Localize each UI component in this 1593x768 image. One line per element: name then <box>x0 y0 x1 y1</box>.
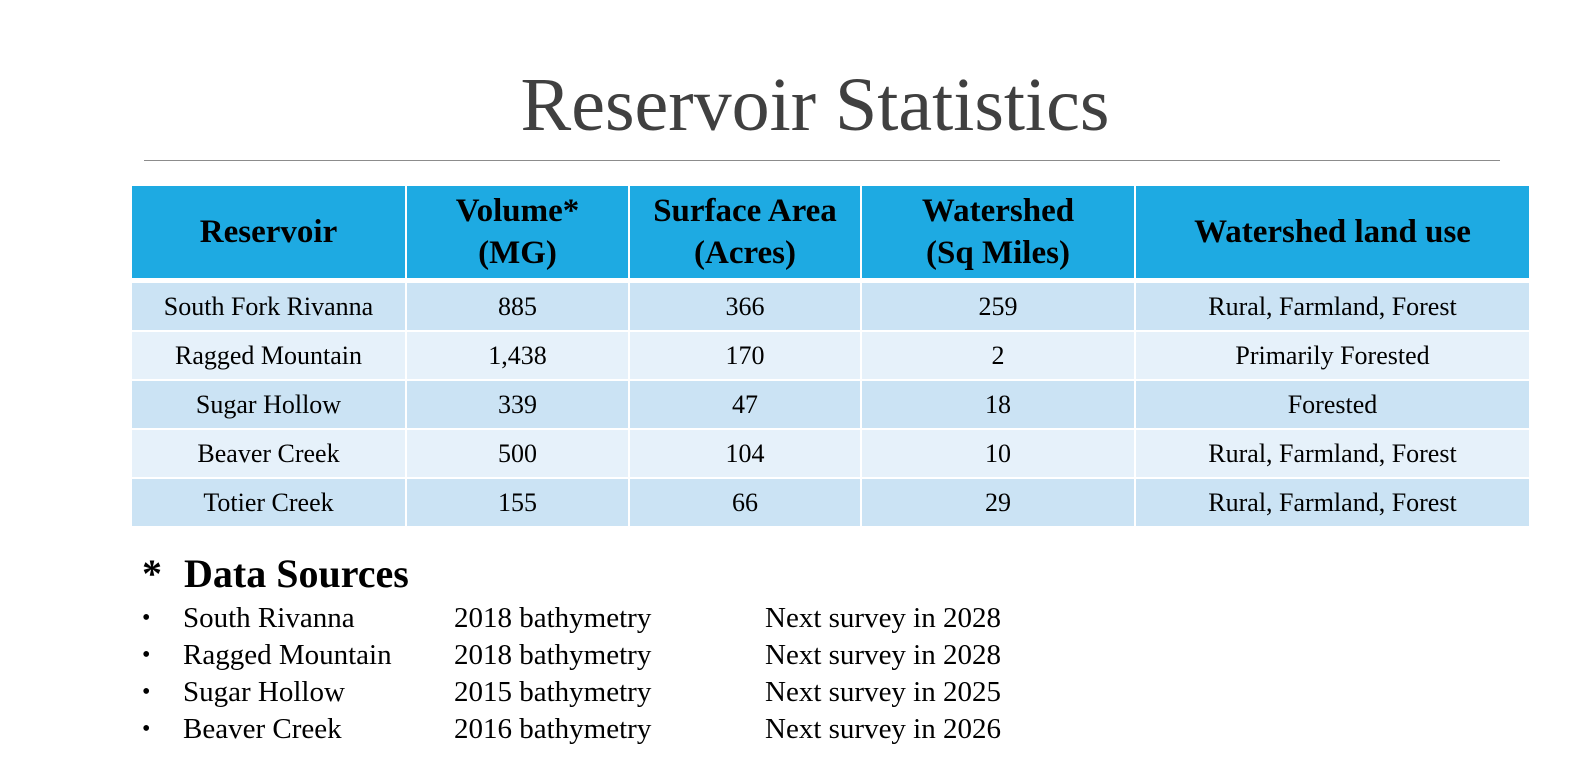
header-line: Volume* <box>455 193 580 229</box>
cell-land-use: Forested <box>1135 380 1529 430</box>
source-next-survey: Next survey in 2025 <box>765 676 1001 708</box>
table-header-row: Reservoir Volume* (MG) Surface Area (Acr… <box>132 186 1529 283</box>
cell-reservoir: Beaver Creek <box>132 429 407 479</box>
cell-surface-area: 366 <box>629 280 862 332</box>
cell-surface-area: 47 <box>629 380 862 430</box>
reservoir-table: Reservoir Volume* (MG) Surface Area (Acr… <box>132 186 1529 526</box>
cell-surface-area: 104 <box>629 429 862 479</box>
title-divider <box>144 160 1500 161</box>
cell-land-use: Rural, Farmland, Forest <box>1135 478 1529 526</box>
cell-surface-area: 66 <box>629 478 862 526</box>
cell-land-use: Rural, Farmland, Forest <box>1135 429 1529 479</box>
cell-land-use: Primarily Forested <box>1135 331 1529 381</box>
source-reservoir: South Rivanna <box>183 602 355 634</box>
header-line: (Sq Miles) <box>926 235 1070 271</box>
header-land-use: Watershed land use <box>1135 186 1529 283</box>
cell-watershed: 29 <box>861 478 1136 526</box>
cell-surface-area: 170 <box>629 331 862 381</box>
cell-reservoir: Ragged Mountain <box>132 331 407 381</box>
source-bathymetry: 2018 bathymetry <box>454 639 652 671</box>
source-bathymetry: 2015 bathymetry <box>454 676 652 708</box>
header-line: (Acres) <box>694 235 796 271</box>
table-row: Totier Creek 155 66 29 Rural, Farmland, … <box>132 478 1529 526</box>
header-reservoir: Reservoir <box>132 186 407 283</box>
cell-volume: 1,438 <box>406 331 630 381</box>
data-sources-heading: * Data Sources <box>142 550 409 598</box>
page-title: Reservoir Statistics <box>520 63 1110 147</box>
cell-watershed: 18 <box>861 380 1136 430</box>
cell-watershed: 10 <box>861 429 1136 479</box>
bullet-icon: • <box>142 716 151 742</box>
source-bathymetry: 2016 bathymetry <box>454 713 652 745</box>
header-line: Watershed <box>921 193 1075 229</box>
table-row: Beaver Creek 500 104 10 Rural, Farmland,… <box>132 429 1529 479</box>
footnote-marker: * <box>142 551 162 596</box>
cell-reservoir: Totier Creek <box>132 478 407 526</box>
data-sources-title: Data Sources <box>184 551 409 596</box>
cell-reservoir: Sugar Hollow <box>132 380 407 430</box>
cell-watershed: 2 <box>861 331 1136 381</box>
header-line: (MG) <box>478 235 557 271</box>
source-reservoir: Beaver Creek <box>183 713 342 745</box>
cell-volume: 339 <box>406 380 630 430</box>
table-row: Ragged Mountain 1,438 170 2 Primarily Fo… <box>132 331 1529 381</box>
cell-volume: 500 <box>406 429 630 479</box>
source-next-survey: Next survey in 2026 <box>765 713 1001 745</box>
bullet-icon: • <box>142 679 151 705</box>
cell-land-use: Rural, Farmland, Forest <box>1135 280 1529 332</box>
source-next-survey: Next survey in 2028 <box>765 639 1001 671</box>
header-line: Watershed land use <box>1194 214 1471 250</box>
cell-volume: 155 <box>406 478 630 526</box>
header-watershed: Watershed (Sq Miles) <box>861 186 1136 283</box>
bullet-icon: • <box>142 605 151 631</box>
header-line: Reservoir <box>199 214 338 250</box>
header-line: Surface Area <box>653 193 837 229</box>
cell-reservoir: South Fork Rivanna <box>132 280 407 332</box>
source-reservoir: Ragged Mountain <box>183 639 392 671</box>
cell-volume: 885 <box>406 280 630 332</box>
table-row: South Fork Rivanna 885 366 259 Rural, Fa… <box>132 280 1529 332</box>
table-row: Sugar Hollow 339 47 18 Forested <box>132 380 1529 430</box>
source-next-survey: Next survey in 2028 <box>765 602 1001 634</box>
bullet-icon: • <box>142 642 151 668</box>
source-reservoir: Sugar Hollow <box>183 676 345 708</box>
header-volume: Volume* (MG) <box>406 186 630 283</box>
source-bathymetry: 2018 bathymetry <box>454 602 652 634</box>
cell-watershed: 259 <box>861 280 1136 332</box>
header-surface-area: Surface Area (Acres) <box>629 186 862 283</box>
